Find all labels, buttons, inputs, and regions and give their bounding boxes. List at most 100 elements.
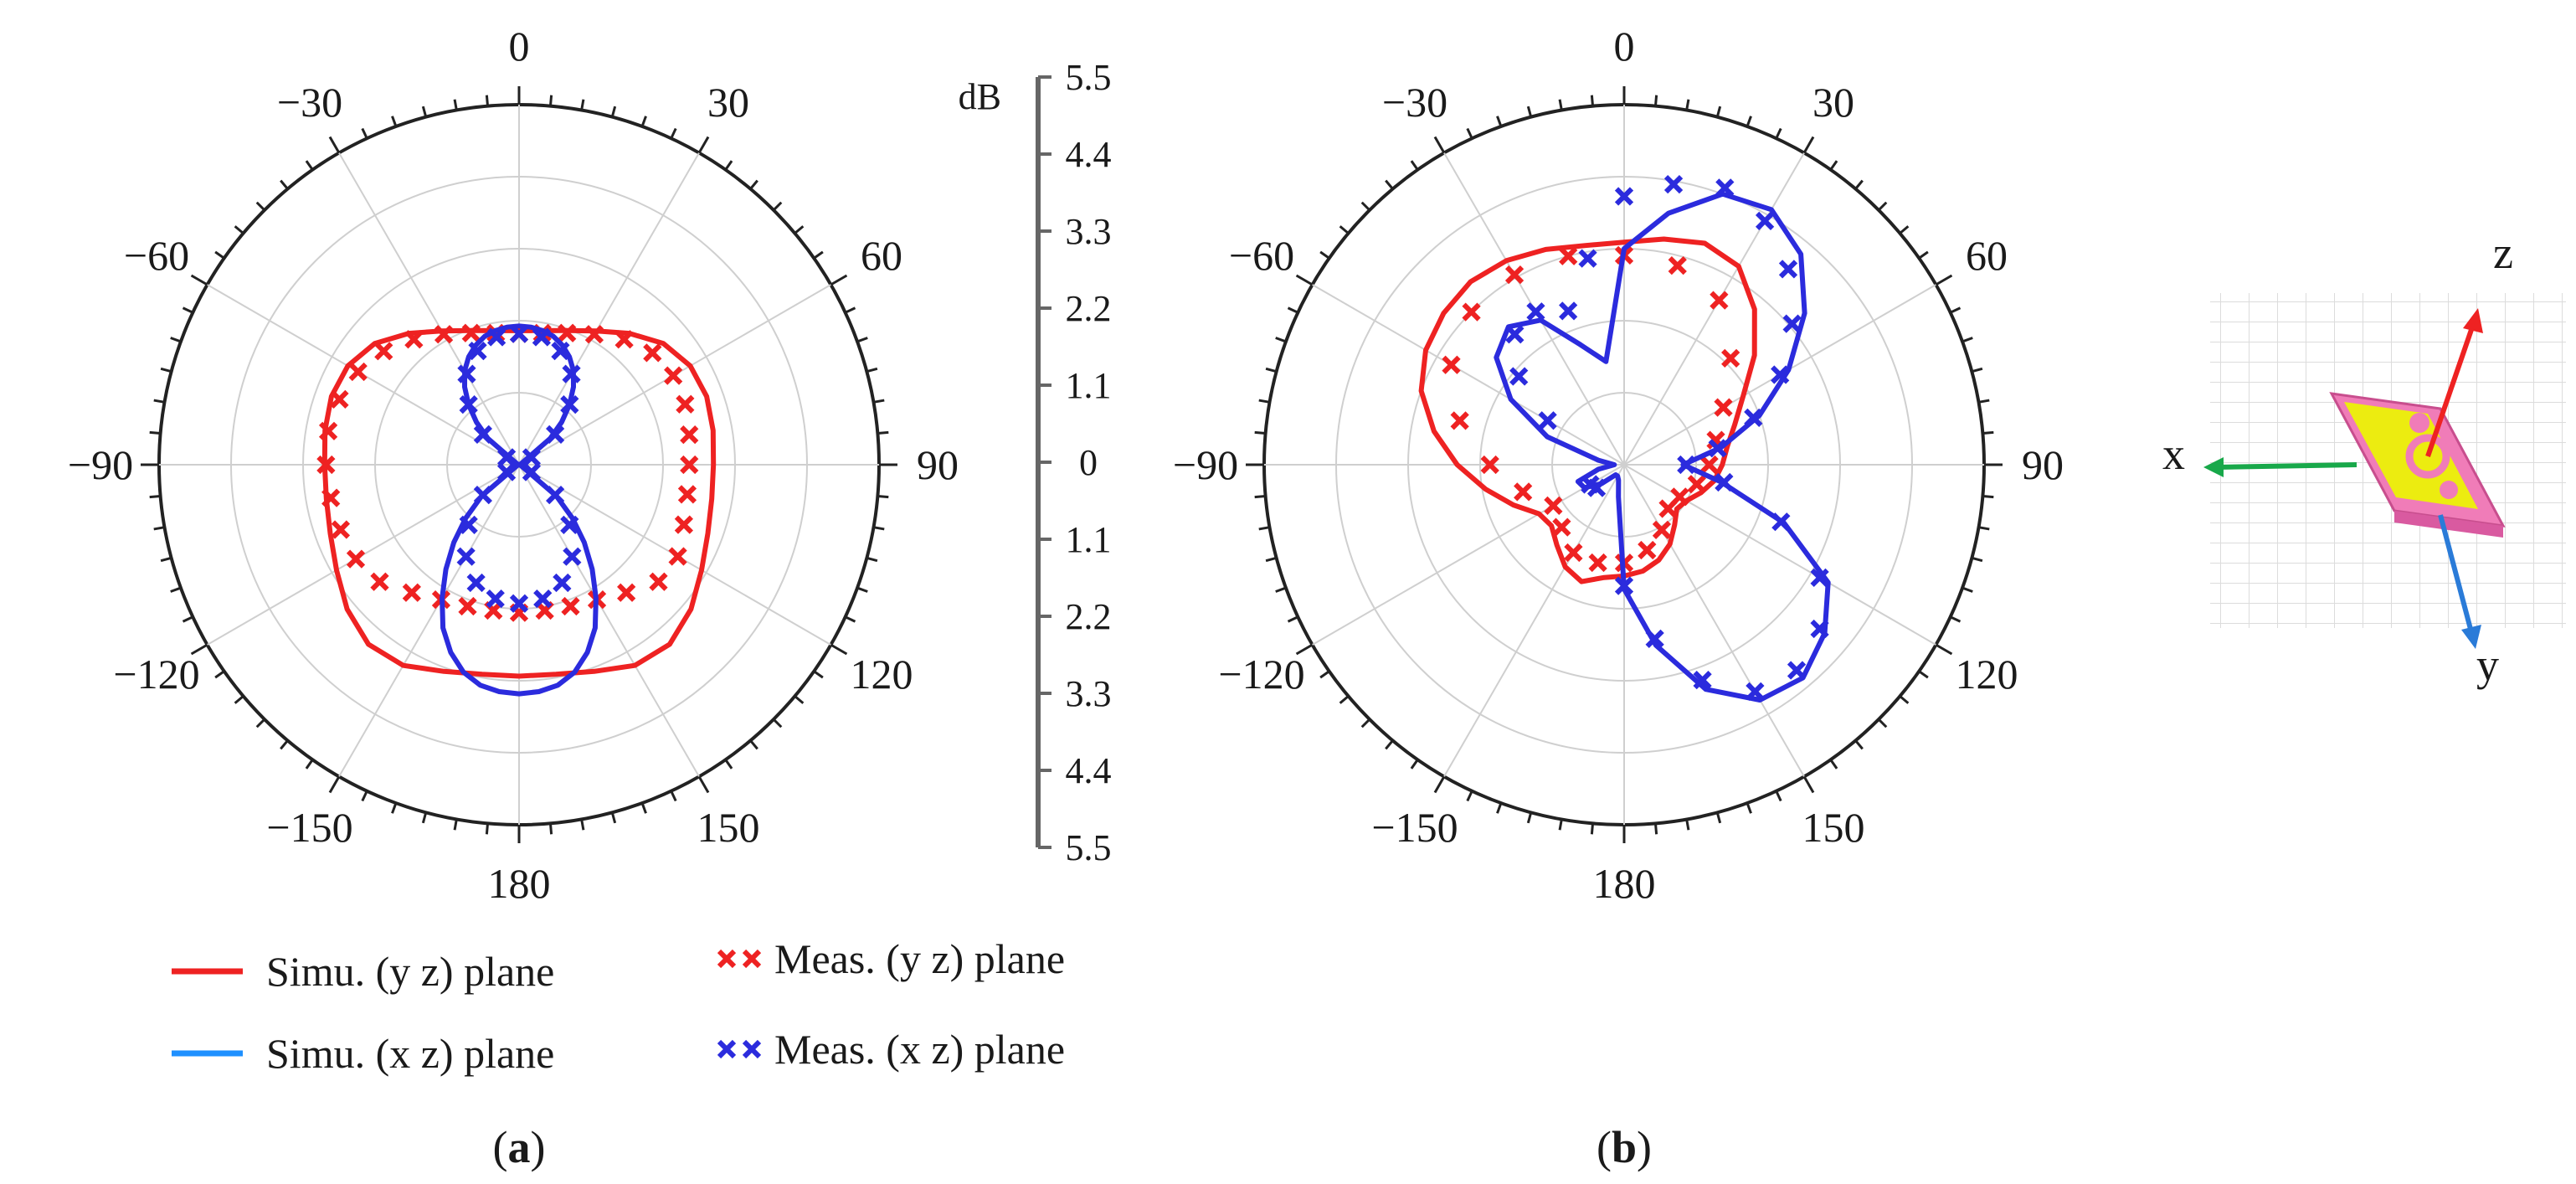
rim-tick xyxy=(1339,695,1350,704)
polar-spoke xyxy=(518,464,700,777)
data-point-marker xyxy=(677,485,697,504)
rim-tick xyxy=(1715,811,1722,824)
legend-marker xyxy=(742,949,762,969)
data-point-marker xyxy=(473,425,492,444)
coordinate-inset: z x y xyxy=(2162,228,2566,690)
data-point-marker xyxy=(1708,439,1727,458)
data-point-marker xyxy=(486,327,506,347)
data-point-marker xyxy=(617,583,636,602)
data-point-marker xyxy=(1755,211,1775,230)
db-tick-label: 1.1 xyxy=(1066,365,1112,406)
rim-tick xyxy=(485,823,490,835)
rim-tick xyxy=(580,819,585,831)
rim-tick xyxy=(1653,95,1658,106)
polar-spoke xyxy=(1443,464,1625,777)
angle-tick-label: −30 xyxy=(1382,79,1447,126)
data-point-marker xyxy=(1715,472,1734,492)
rim-tick xyxy=(1829,160,1838,171)
data-point-marker xyxy=(1505,325,1525,344)
angle-tick-label: −150 xyxy=(266,804,352,851)
data-point-marker xyxy=(1721,348,1740,368)
rim-tick xyxy=(749,179,758,190)
angle-tick-label: 0 xyxy=(509,23,530,69)
data-point-marker xyxy=(522,448,542,467)
data-point-marker xyxy=(1450,411,1469,430)
rim-tick xyxy=(1466,127,1473,139)
data-point-marker xyxy=(1693,671,1712,690)
data-point-marker xyxy=(1552,517,1571,537)
data-point-marker xyxy=(473,486,492,505)
axis-arrow-x xyxy=(2203,457,2357,477)
rim-tick xyxy=(830,643,848,656)
data-point-marker xyxy=(1744,408,1763,427)
data-point-marker xyxy=(562,364,581,384)
data-point-marker xyxy=(1699,455,1719,475)
polar-spoke xyxy=(1623,152,1805,466)
rim-tick xyxy=(1950,306,1962,314)
rim-tick xyxy=(453,819,458,831)
data-point-marker xyxy=(316,455,336,475)
panel-label-open-paren: ( xyxy=(1597,1122,1612,1172)
data-point-marker xyxy=(614,330,634,349)
rim-tick xyxy=(640,802,647,814)
rim-tick xyxy=(149,430,161,435)
rim-tick xyxy=(610,811,617,824)
rim-tick xyxy=(160,556,172,563)
rim-tick xyxy=(1254,494,1266,499)
rim-tick xyxy=(548,95,553,106)
rim-tick xyxy=(485,95,490,106)
data-point-marker xyxy=(1638,540,1657,560)
rim-tick xyxy=(280,739,289,750)
rim-tick xyxy=(1275,337,1287,343)
rim-tick xyxy=(1962,337,1973,343)
rim-tick xyxy=(1775,790,1782,802)
data-point-marker xyxy=(1462,302,1481,322)
rim-tick xyxy=(548,823,553,835)
legend-item-meas-xz: Meas. (x z) plane xyxy=(717,1026,1065,1073)
data-point-marker xyxy=(486,589,505,609)
angle-tick-label: −120 xyxy=(113,651,199,698)
rim-tick xyxy=(1385,739,1394,750)
rim-tick xyxy=(328,775,341,794)
rim-tick xyxy=(1254,430,1266,435)
angle-tick-label: −30 xyxy=(277,79,342,126)
rim-tick xyxy=(845,306,856,314)
data-point-marker xyxy=(1581,475,1600,494)
data-point-marker xyxy=(1652,520,1672,539)
rim-tick xyxy=(866,367,878,373)
data-point-marker xyxy=(643,343,662,363)
rim-tick xyxy=(1918,250,1929,260)
rim-tick xyxy=(670,790,677,802)
axis-label-z: z xyxy=(2493,228,2513,278)
data-point-marker xyxy=(553,573,572,593)
rim-tick xyxy=(1319,670,1330,679)
angle-tick-label: −60 xyxy=(1229,232,1294,279)
data-point-marker xyxy=(1509,367,1529,386)
rim-tick xyxy=(255,718,266,728)
antenna-substrate-edge xyxy=(2394,511,2503,538)
data-point-marker xyxy=(668,547,687,566)
db-tick-label: 3.3 xyxy=(1066,211,1112,252)
angle-tick-label: 150 xyxy=(1802,804,1865,851)
rim-tick xyxy=(160,367,172,373)
polar-spoke xyxy=(1312,284,1625,466)
axis-arrow-y xyxy=(2438,514,2481,649)
data-point-marker xyxy=(1544,496,1563,515)
polar-rim-ticks-a xyxy=(141,86,897,843)
angle-tick-label: 90 xyxy=(2022,441,2064,488)
rim-tick xyxy=(305,160,314,171)
rim-tick xyxy=(1496,116,1503,127)
panel-label-close-paren: ) xyxy=(1637,1122,1652,1172)
data-point-marker xyxy=(434,325,454,344)
db-tick-label: 4.4 xyxy=(1066,134,1112,175)
rim-tick xyxy=(1918,670,1929,679)
data-point-marker xyxy=(676,394,695,414)
panel-label-letter: b xyxy=(1612,1122,1637,1172)
data-point-marker xyxy=(1614,576,1634,595)
data-point-marker xyxy=(1588,553,1607,573)
data-point-marker xyxy=(509,594,529,613)
rim-tick xyxy=(1410,160,1419,171)
polar-spoke xyxy=(1312,464,1625,646)
polar-grid-b xyxy=(1262,103,1986,826)
rim-tick xyxy=(1433,136,1446,154)
